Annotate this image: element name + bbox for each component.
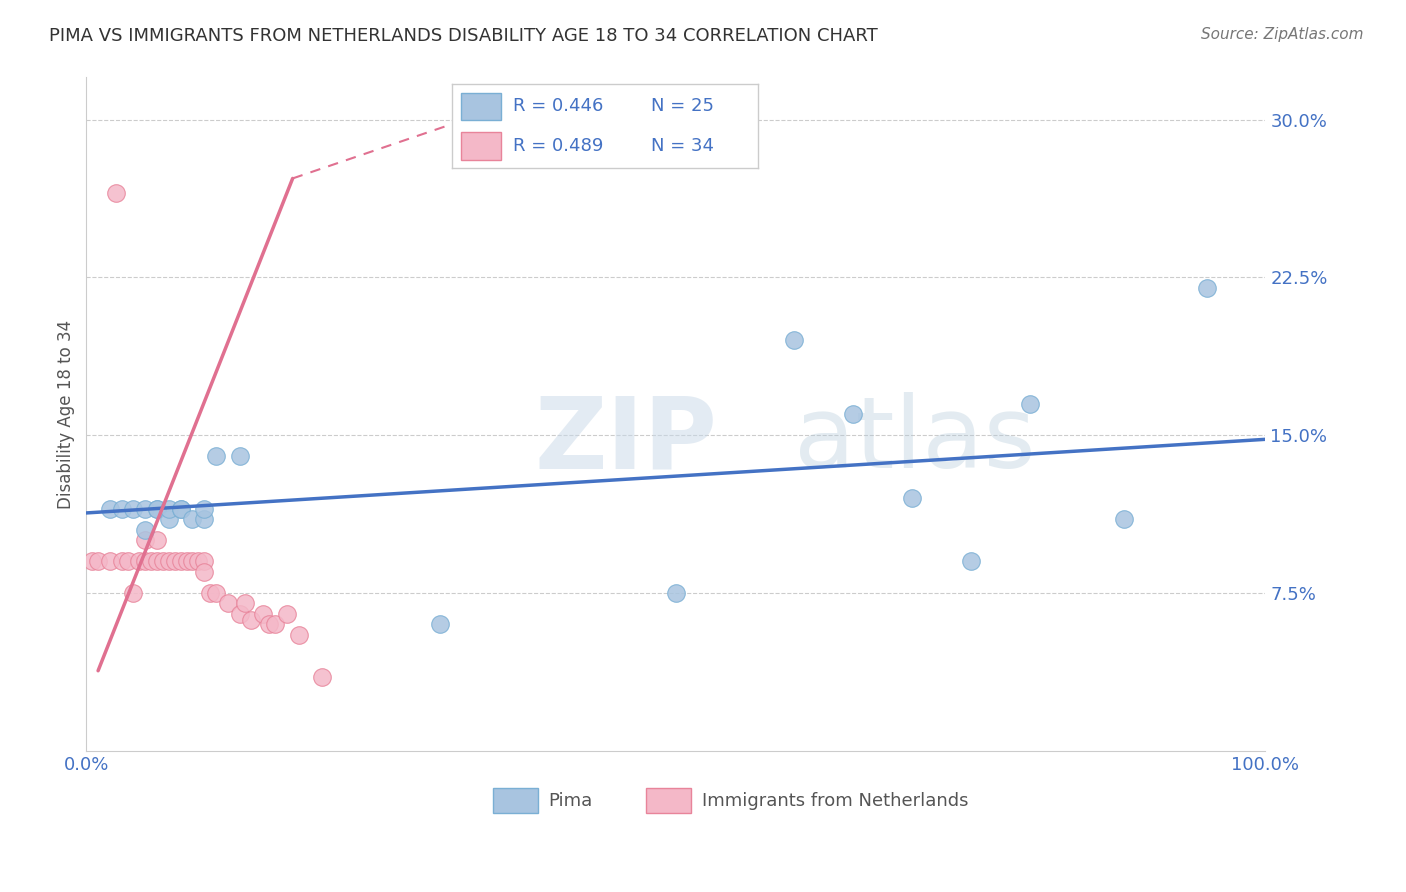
Point bbox=[193, 554, 215, 568]
Point bbox=[205, 586, 228, 600]
Point bbox=[169, 554, 191, 568]
Point bbox=[122, 586, 145, 600]
Point bbox=[87, 554, 110, 568]
Point bbox=[252, 607, 274, 621]
Point bbox=[264, 617, 287, 632]
Point bbox=[429, 617, 451, 632]
Point bbox=[157, 554, 180, 568]
Point bbox=[228, 449, 250, 463]
Text: PIMA VS IMMIGRANTS FROM NETHERLANDS DISABILITY AGE 18 TO 34 CORRELATION CHART: PIMA VS IMMIGRANTS FROM NETHERLANDS DISA… bbox=[49, 27, 877, 45]
Point bbox=[134, 533, 156, 548]
Point bbox=[205, 449, 228, 463]
Point bbox=[176, 554, 198, 568]
Point bbox=[98, 501, 121, 516]
Point bbox=[82, 554, 104, 568]
Point bbox=[128, 554, 150, 568]
FancyBboxPatch shape bbox=[494, 788, 538, 814]
Point bbox=[134, 554, 156, 568]
Point bbox=[783, 334, 806, 348]
Point bbox=[287, 628, 309, 642]
Point bbox=[235, 596, 257, 610]
Point bbox=[217, 596, 239, 610]
Point bbox=[157, 512, 180, 526]
Point bbox=[665, 586, 688, 600]
Point bbox=[187, 554, 209, 568]
Point bbox=[146, 533, 169, 548]
Point bbox=[842, 407, 865, 421]
Point bbox=[193, 501, 215, 516]
Point bbox=[117, 554, 139, 568]
Point bbox=[198, 586, 221, 600]
Point bbox=[240, 613, 263, 627]
Point bbox=[157, 501, 180, 516]
Point bbox=[169, 501, 191, 516]
Point bbox=[146, 554, 169, 568]
Point bbox=[146, 501, 169, 516]
Point bbox=[193, 512, 215, 526]
Point bbox=[1195, 281, 1218, 295]
Point bbox=[181, 554, 204, 568]
Point bbox=[257, 617, 280, 632]
Point bbox=[181, 512, 204, 526]
Point bbox=[959, 554, 981, 568]
Point bbox=[104, 186, 127, 201]
Point bbox=[146, 501, 169, 516]
Point bbox=[152, 554, 174, 568]
Point bbox=[134, 523, 156, 537]
Point bbox=[228, 607, 250, 621]
Text: ZIP: ZIP bbox=[534, 392, 717, 490]
Point bbox=[122, 501, 145, 516]
Text: Source: ZipAtlas.com: Source: ZipAtlas.com bbox=[1201, 27, 1364, 42]
Point bbox=[900, 491, 922, 506]
Point bbox=[141, 554, 163, 568]
Point bbox=[111, 501, 134, 516]
Point bbox=[276, 607, 298, 621]
Text: Pima: Pima bbox=[548, 791, 593, 810]
FancyBboxPatch shape bbox=[647, 788, 692, 814]
Point bbox=[1018, 396, 1040, 410]
Point bbox=[311, 670, 333, 684]
Y-axis label: Disability Age 18 to 34: Disability Age 18 to 34 bbox=[58, 319, 75, 508]
Point bbox=[111, 554, 134, 568]
Point bbox=[1112, 512, 1135, 526]
Point bbox=[98, 554, 121, 568]
Text: Immigrants from Netherlands: Immigrants from Netherlands bbox=[702, 791, 969, 810]
Text: atlas: atlas bbox=[794, 392, 1035, 490]
Point bbox=[193, 565, 215, 579]
Point bbox=[169, 501, 191, 516]
Point bbox=[134, 501, 156, 516]
Point bbox=[163, 554, 186, 568]
